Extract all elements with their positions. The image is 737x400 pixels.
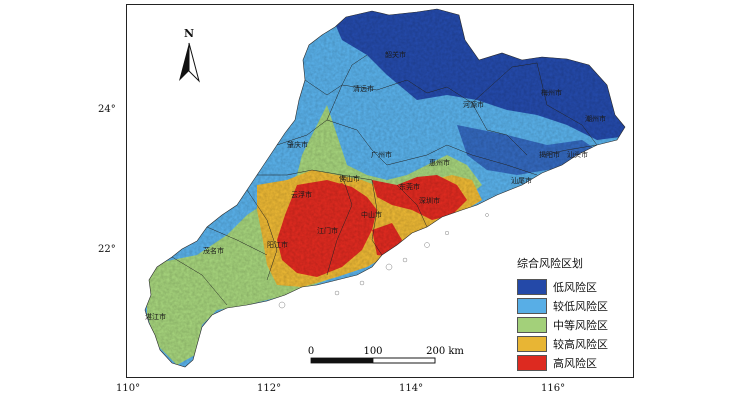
scale-label: 100 [363,346,382,357]
legend-label: 高风险区 [553,356,597,370]
legend-swatch [517,297,547,314]
prefecture-boundaries [171,54,598,306]
legend-label: 低风险区 [553,280,597,294]
x-tick-label: 112° [257,383,282,394]
city-label: 云浮市 [291,190,312,199]
city-label: 江门市 [317,226,338,235]
x-tick-label: 110° [116,383,141,394]
y-tick-label: 24° [98,104,116,115]
north-label: N [184,27,195,40]
x-tick-label: 116° [541,383,566,394]
legend-label: 中等风险区 [553,318,608,332]
city-label: 东莞市 [399,182,420,191]
city-label: 茂名市 [203,246,224,255]
scale-label: 0 [308,346,314,357]
legend-label: 较低风险区 [553,299,608,313]
city-labels: 韶关市 清远市 河源市 梅州市 潮州市 肇庆市 广州市 惠州市 揭阳市 汕头市 … [145,50,606,321]
city-label: 清远市 [353,84,374,93]
legend-item: 低风险区 [517,277,633,296]
legend-item: 中等风险区 [517,315,633,334]
city-label: 阳江市 [267,240,288,249]
x-tick-label: 114° [399,383,424,394]
city-label: 揭阳市 [539,150,560,159]
city-label: 深圳市 [419,196,440,205]
north-arrow [179,42,200,83]
legend-item: 较高风险区 [517,334,633,353]
legend-swatch [517,354,547,371]
coastal-islands [278,213,489,309]
city-label: 韶关市 [385,50,406,59]
city-label: 汕头市 [567,150,588,159]
city-label: 河源市 [463,100,484,109]
city-label: 梅州市 [541,88,562,97]
map-frame: 韶关市 清远市 河源市 梅州市 潮州市 肇庆市 广州市 惠州市 揭阳市 汕头市 … [126,4,634,378]
legend-label: 较高风险区 [553,337,608,351]
city-label: 中山市 [361,210,382,219]
legend: 综合风险区划 低风险区 较低风险区 中等风险区 较高风险区 高风险区 [517,255,633,372]
legend-swatch [517,335,547,352]
scale-bar: 0 100 200 km [308,346,464,364]
city-label: 肇庆市 [287,140,308,149]
scale-label: 200 km [426,346,464,357]
city-label: 佛山市 [339,174,360,183]
legend-swatch [517,316,547,333]
city-label: 广州市 [371,150,392,159]
y-tick-label: 22° [98,244,116,255]
legend-swatch [517,278,547,295]
legend-item: 高风险区 [517,353,633,372]
city-label: 汕尾市 [511,176,532,185]
city-label: 惠州市 [429,158,450,167]
city-label: 潮州市 [585,114,606,123]
legend-title: 综合风险区划 [517,257,583,270]
risk-map: 韶关市 清远市 河源市 梅州市 潮州市 肇庆市 广州市 惠州市 揭阳市 汕头市 … [144,8,626,368]
legend-item: 较低风险区 [517,296,633,315]
city-label: 湛江市 [145,312,166,321]
province-outline [144,8,626,368]
